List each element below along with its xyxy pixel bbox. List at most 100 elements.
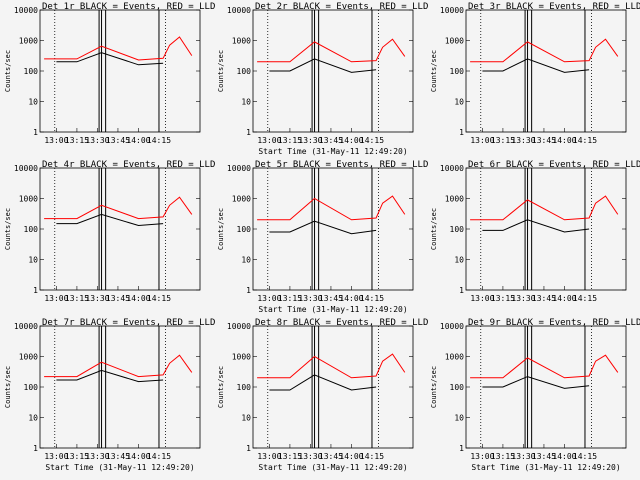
- y-tick-label: 10000: [14, 322, 38, 331]
- y-tick-label: 10000: [227, 6, 251, 15]
- y-axis-label: Counts/sec: [430, 366, 438, 408]
- x-tick-label: 14:00: [339, 452, 363, 461]
- y-tick-label: 1000: [232, 195, 251, 204]
- x-tick-label: 13:45: [319, 294, 343, 303]
- y-tick-label: 10000: [440, 6, 464, 15]
- x-tick-label: 13:15: [278, 136, 302, 145]
- x-tick-label: 14:15: [360, 294, 384, 303]
- panel-2: Det 2r BLACK = Events, RED = LLD 1 10 100 10…: [217, 2, 428, 156]
- y-tick-label: 100: [237, 225, 252, 234]
- events-series-line: [269, 58, 377, 73]
- x-tick-label: 13:00: [257, 452, 281, 461]
- events-series-line: [482, 376, 590, 389]
- x-tick-label: 13:30: [85, 136, 109, 145]
- y-axis-label: Counts/sec: [4, 366, 12, 408]
- x-tick-label: 13:30: [298, 452, 322, 461]
- y-tick-label: 1000: [19, 37, 38, 46]
- x-tick-label: 13:00: [470, 136, 494, 145]
- y-tick-label: 10000: [227, 164, 251, 173]
- x-tick-label: 13:00: [44, 452, 68, 461]
- y-tick-label: 1000: [19, 195, 38, 204]
- y-axis-label: Counts/sec: [217, 50, 225, 92]
- y-tick-label: 10: [28, 414, 38, 423]
- x-tick-label: 13:30: [511, 136, 535, 145]
- x-tick-label: 14:15: [147, 452, 171, 461]
- x-tick-label: 13:00: [44, 136, 68, 145]
- x-tick-label: 13:15: [491, 294, 515, 303]
- panel-title: Det 5r BLACK = Events, RED = LLD: [255, 160, 428, 170]
- lld-series-line: [470, 195, 619, 221]
- x-tick-label: 14:15: [573, 294, 597, 303]
- x-tick-label: 14:15: [147, 136, 171, 145]
- y-tick-label: 1000: [19, 353, 38, 362]
- y-tick-label: 1000: [445, 195, 464, 204]
- y-axis-label: Counts/sec: [4, 50, 12, 92]
- x-tick-label: 13:30: [85, 452, 109, 461]
- y-tick-label: 10: [454, 256, 464, 265]
- x-tick-label: 13:00: [257, 294, 281, 303]
- events-series-line: [269, 374, 377, 391]
- y-tick-label: 10000: [440, 322, 464, 331]
- lld-series-line: [44, 36, 193, 61]
- x-tick-label: 13:15: [278, 452, 302, 461]
- x-tick-label: 13:30: [298, 294, 322, 303]
- x-tick-label: 13:30: [298, 136, 322, 145]
- x-tick-label: 14:00: [126, 452, 150, 461]
- lld-series-line: [257, 38, 406, 63]
- y-tick-label: 10: [454, 98, 464, 107]
- x-axis-label: Start Time (31-May-11 12:49:20): [258, 305, 407, 314]
- events-series-line: [482, 58, 590, 73]
- y-tick-label: 1000: [232, 353, 251, 362]
- events-series-line: [56, 369, 164, 383]
- y-tick-label: 10000: [440, 164, 464, 173]
- lld-series-line: [44, 196, 193, 220]
- x-tick-label: 14:00: [339, 136, 363, 145]
- y-tick-label: 100: [24, 383, 39, 392]
- x-tick-label: 13:45: [106, 294, 130, 303]
- x-tick-label: 13:45: [319, 136, 343, 145]
- x-axis-label: Start Time (31-May-11 12:49:20): [258, 147, 407, 156]
- lld-series-line: [257, 195, 406, 221]
- panel-6: Det 6r BLACK = Events, RED = LLD 1 10 100 10…: [430, 160, 640, 303]
- x-tick-label: 14:00: [126, 294, 150, 303]
- y-tick-label: 1000: [445, 353, 464, 362]
- x-tick-label: 13:15: [278, 294, 302, 303]
- y-tick-label: 100: [24, 67, 39, 76]
- y-tick-label: 100: [450, 383, 465, 392]
- panel-title: Det 9r BLACK = Events, RED = LLD: [468, 318, 640, 328]
- plot-frame: [39, 167, 201, 291]
- x-tick-label: 14:00: [552, 136, 576, 145]
- panel-8: Det 8r BLACK = Events, RED = LLD 1 10 100 10…: [217, 318, 428, 472]
- x-tick-label: 14:00: [339, 294, 363, 303]
- panel-title: Det 2r BLACK = Events, RED = LLD: [255, 2, 428, 12]
- y-tick-label: 1: [33, 444, 38, 453]
- y-tick-label: 1000: [232, 37, 251, 46]
- x-tick-label: 13:30: [511, 452, 535, 461]
- panel-title: Det 7r BLACK = Events, RED = LLD: [42, 318, 215, 328]
- y-tick-label: 1: [459, 128, 464, 137]
- plot-frame: [252, 167, 414, 291]
- panel-3: Det 3r BLACK = Events, RED = LLD 1 10 100 10…: [430, 2, 640, 145]
- plot-frame: [252, 325, 414, 449]
- x-tick-label: 13:45: [532, 452, 556, 461]
- events-series-line: [56, 52, 164, 66]
- panel-9: Det 9r BLACK = Events, RED = LLD 1 10 100 10…: [430, 318, 640, 472]
- x-tick-label: 13:45: [532, 136, 556, 145]
- x-tick-label: 13:45: [532, 294, 556, 303]
- y-tick-label: 100: [237, 383, 252, 392]
- y-tick-label: 1: [33, 128, 38, 137]
- panel-7: Det 7r BLACK = Events, RED = LLD 1 10 100 10…: [4, 318, 215, 472]
- x-tick-label: 14:15: [360, 452, 384, 461]
- events-series-line: [482, 219, 590, 233]
- x-tick-label: 13:45: [319, 452, 343, 461]
- x-tick-label: 13:45: [106, 452, 130, 461]
- x-axis-label: Start Time (31-May-11 12:49:20): [258, 463, 407, 472]
- y-tick-label: 10: [241, 256, 251, 265]
- x-tick-label: 13:15: [491, 136, 515, 145]
- panel-4: Det 4r BLACK = Events, RED = LLD 1 10 100 10…: [4, 160, 215, 303]
- panel-title: Det 6r BLACK = Events, RED = LLD: [468, 160, 640, 170]
- y-tick-label: 10: [454, 414, 464, 423]
- x-tick-label: 13:45: [106, 136, 130, 145]
- lld-series-line: [470, 38, 619, 63]
